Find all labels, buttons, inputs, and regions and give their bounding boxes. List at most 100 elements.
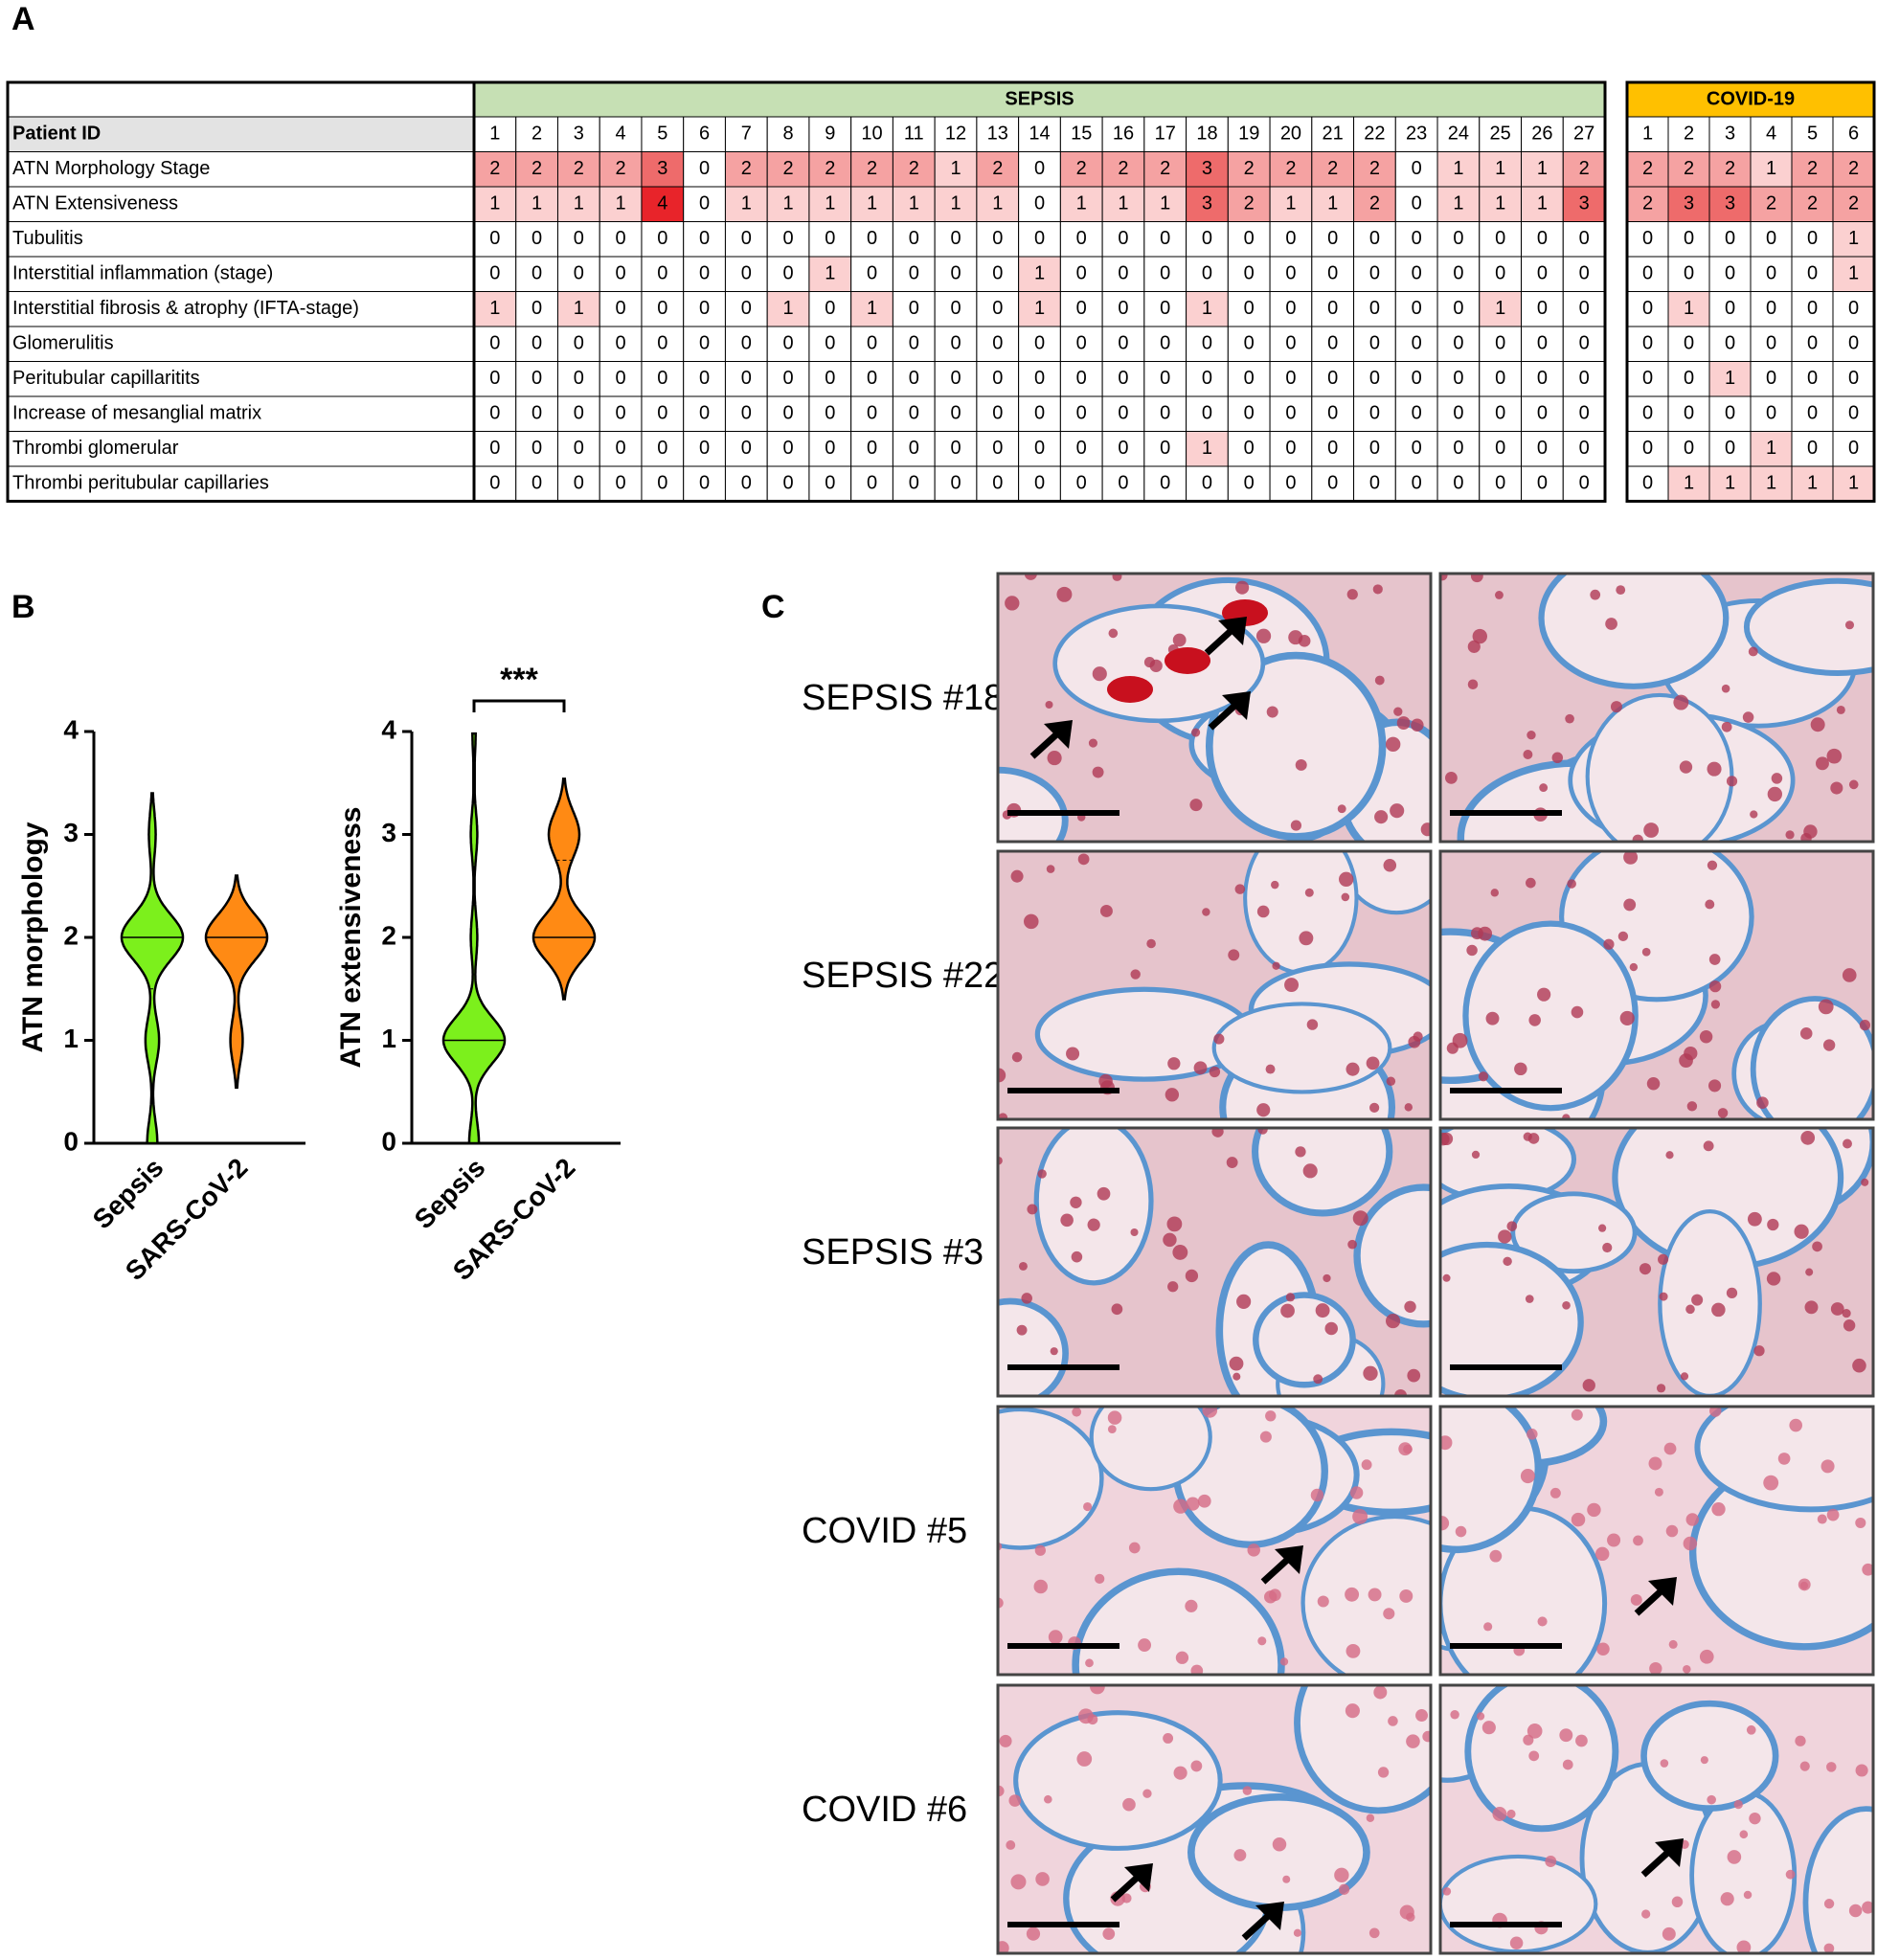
nucleus — [1514, 1062, 1527, 1076]
score-cell — [976, 221, 1020, 258]
score: 0 — [1579, 333, 1590, 354]
significance-bracket — [472, 699, 566, 712]
score: 3 — [1579, 193, 1590, 214]
nucleus — [1605, 618, 1617, 630]
row-label-cell — [7, 221, 475, 258]
nucleus — [1211, 1128, 1224, 1138]
score-cell — [1186, 186, 1229, 222]
arrow-head — [1124, 1863, 1153, 1892]
arrow-head — [1218, 617, 1247, 645]
score-cell — [1436, 395, 1481, 432]
score: 0 — [1642, 228, 1653, 249]
score: 0 — [574, 263, 584, 284]
nucleus — [1024, 913, 1039, 930]
score: 0 — [867, 368, 877, 389]
score: 0 — [1034, 368, 1045, 389]
score: 1 — [825, 193, 835, 214]
nucleus — [1272, 961, 1280, 970]
score: 0 — [1495, 333, 1505, 354]
nucleus — [1660, 1759, 1669, 1768]
micrograph — [1440, 1685, 1873, 1953]
arrow-head — [1222, 691, 1251, 720]
score: 0 — [1495, 473, 1505, 494]
nucleus — [1413, 1031, 1423, 1042]
nucleus — [1092, 766, 1104, 778]
patient-id: 4 — [616, 124, 626, 145]
score: 0 — [1453, 298, 1463, 319]
score: 0 — [1244, 438, 1255, 459]
nucleus — [1471, 1150, 1481, 1160]
patient-id: 11 — [904, 124, 924, 145]
score: 0 — [1369, 473, 1380, 494]
score: 1 — [782, 298, 793, 319]
score: 0 — [489, 473, 500, 494]
nucleus — [1024, 574, 1037, 580]
nucleus — [1102, 1927, 1116, 1941]
row-label-cell — [7, 465, 475, 502]
y-tick-label: 4 — [63, 714, 79, 744]
patient-id: 21 — [1323, 124, 1344, 145]
nucleus — [1812, 1241, 1822, 1252]
score: 0 — [950, 263, 961, 284]
score: 1 — [950, 158, 961, 179]
score-cell — [724, 431, 768, 467]
nucleus — [1310, 1488, 1324, 1502]
score-cell — [1143, 465, 1187, 502]
nucleus — [1440, 1516, 1450, 1531]
nucleus — [1848, 779, 1859, 790]
score: 0 — [1766, 403, 1776, 424]
nucleus — [1826, 748, 1843, 764]
score-cell — [850, 256, 893, 292]
score: 0 — [1537, 298, 1548, 319]
score: 1 — [867, 298, 877, 319]
score: 2 — [1807, 193, 1818, 214]
nucleus — [1785, 830, 1795, 840]
row-label-cell — [7, 291, 475, 327]
nucleus — [1727, 1850, 1742, 1864]
score-cell — [850, 151, 893, 188]
nucleus — [1587, 1502, 1601, 1518]
score-cell — [1791, 431, 1834, 467]
nucleus — [1658, 1253, 1669, 1265]
score: 0 — [1412, 263, 1422, 284]
tubule — [1440, 1854, 1598, 1953]
group-label: SEPSIS — [1005, 88, 1074, 109]
score-cell — [641, 431, 685, 467]
nucleus — [1528, 1750, 1540, 1762]
id-cell — [1436, 116, 1481, 152]
score-cell — [1791, 151, 1834, 188]
nucleus — [1800, 1131, 1816, 1145]
nucleus — [1383, 859, 1397, 872]
panel-label: C — [761, 589, 785, 625]
nucleus — [1374, 675, 1385, 686]
score-cell — [766, 151, 810, 188]
score: 0 — [1160, 228, 1170, 249]
tubule — [1440, 1407, 1543, 1554]
nucleus — [1455, 1525, 1467, 1538]
score-cell — [766, 465, 810, 502]
nucleus — [1648, 1456, 1662, 1471]
nucleus — [1440, 574, 1448, 581]
nucleus — [1649, 1661, 1662, 1675]
score: 2 — [1244, 158, 1255, 179]
score: 0 — [1160, 263, 1170, 284]
row-label: Glomerulitis — [12, 333, 114, 354]
nucleus — [1739, 1830, 1749, 1839]
score-cell — [892, 465, 936, 502]
nucleus — [1575, 1734, 1588, 1747]
nucleus — [1045, 700, 1053, 710]
tubule — [1440, 1241, 1584, 1396]
patient-id: 1 — [489, 124, 500, 145]
score-cell — [1436, 361, 1481, 397]
tubule — [1089, 1407, 1212, 1492]
nucleus — [1746, 1724, 1756, 1735]
nucleus — [1590, 589, 1601, 600]
y-tick-label: 1 — [63, 1024, 79, 1053]
score: 0 — [992, 368, 1003, 389]
id-cell — [1059, 116, 1103, 152]
nucleus — [1347, 1239, 1357, 1250]
nucleus — [1478, 1071, 1489, 1082]
nucleus — [1826, 1508, 1840, 1521]
arrow-head — [1655, 1838, 1684, 1867]
score-cell — [1626, 186, 1669, 222]
